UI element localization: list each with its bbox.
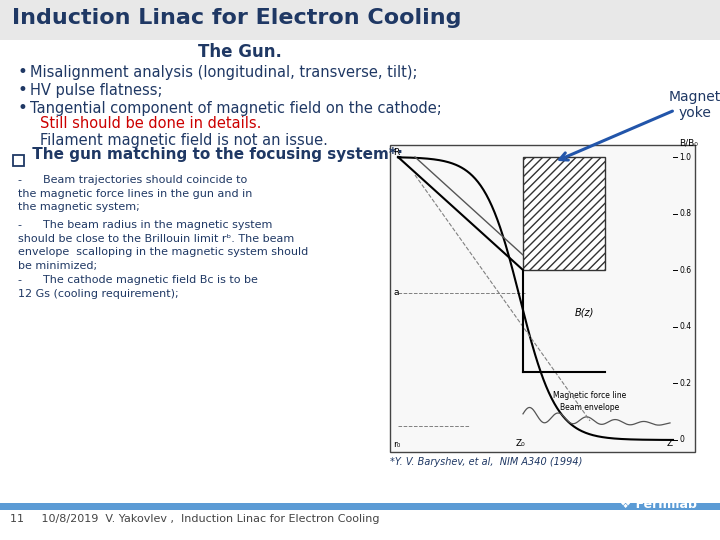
Text: Tangential component of magnetic field on the cathode;: Tangential component of magnetic field o… <box>30 100 442 116</box>
Text: 0.6: 0.6 <box>679 266 691 275</box>
Text: HV pulse flatness;: HV pulse flatness; <box>30 83 163 98</box>
Text: -      Beam trajectories should coincide to
the magnetic force lines in the gun : - Beam trajectories should coincide to t… <box>18 175 253 212</box>
Text: •: • <box>18 99 28 117</box>
Text: Beam envelope: Beam envelope <box>560 403 620 413</box>
Text: 0: 0 <box>679 435 684 444</box>
Text: Filament magnetic field is not an issue.: Filament magnetic field is not an issue. <box>40 132 328 147</box>
Text: B(z): B(z) <box>575 308 595 318</box>
Text: 11     10/8/2019  V. Yakovlev ,  Induction Linac for Electron Cooling: 11 10/8/2019 V. Yakovlev , Induction Lin… <box>10 514 379 524</box>
Bar <box>390 145 695 452</box>
Text: Magnet
yoke: Magnet yoke <box>669 90 720 120</box>
Text: Z: Z <box>667 439 673 448</box>
Text: 0.2: 0.2 <box>679 379 691 388</box>
Text: •: • <box>18 63 28 81</box>
Text: •: • <box>18 81 28 99</box>
Text: R: R <box>393 148 400 157</box>
Text: a: a <box>393 288 398 298</box>
Text: The gun matching to the focusing system*:: The gun matching to the focusing system*… <box>27 147 403 163</box>
Text: Misalignment analysis (longitudinal, transverse, tilt);: Misalignment analysis (longitudinal, tra… <box>30 64 418 79</box>
Text: B/B₀: B/B₀ <box>679 138 698 147</box>
Text: Induction Linac for Electron Cooling: Induction Linac for Electron Cooling <box>12 8 462 28</box>
Text: The Gun.: The Gun. <box>198 43 282 61</box>
Text: r₀: r₀ <box>393 440 400 449</box>
Bar <box>523 157 605 270</box>
Text: -      The beam radius in the magnetic system
should be close to the Brillouin l: - The beam radius in the magnetic system… <box>18 220 308 271</box>
Text: ❖ Fermilab: ❖ Fermilab <box>620 497 697 510</box>
Bar <box>0 503 720 510</box>
FancyArrowPatch shape <box>559 111 672 160</box>
Text: Still should be done in details.: Still should be done in details. <box>40 117 261 132</box>
Bar <box>0 0 720 40</box>
Text: Z₀: Z₀ <box>515 439 525 448</box>
Text: 0.4: 0.4 <box>679 322 691 332</box>
Text: -      The cathode magnetic field Bᴄ is to be
12 Gs (cooling requirement);: - The cathode magnetic field Bᴄ is to be… <box>18 275 258 299</box>
Text: h: h <box>561 157 567 166</box>
Text: 0.8: 0.8 <box>679 209 691 218</box>
Bar <box>13 155 24 166</box>
Text: Magnetic force line: Magnetic force line <box>554 392 626 400</box>
Text: *Y. V. Baryshev, et al,  NIM A340 (1994): *Y. V. Baryshev, et al, NIM A340 (1994) <box>390 457 582 467</box>
Text: 1.0: 1.0 <box>679 152 691 161</box>
